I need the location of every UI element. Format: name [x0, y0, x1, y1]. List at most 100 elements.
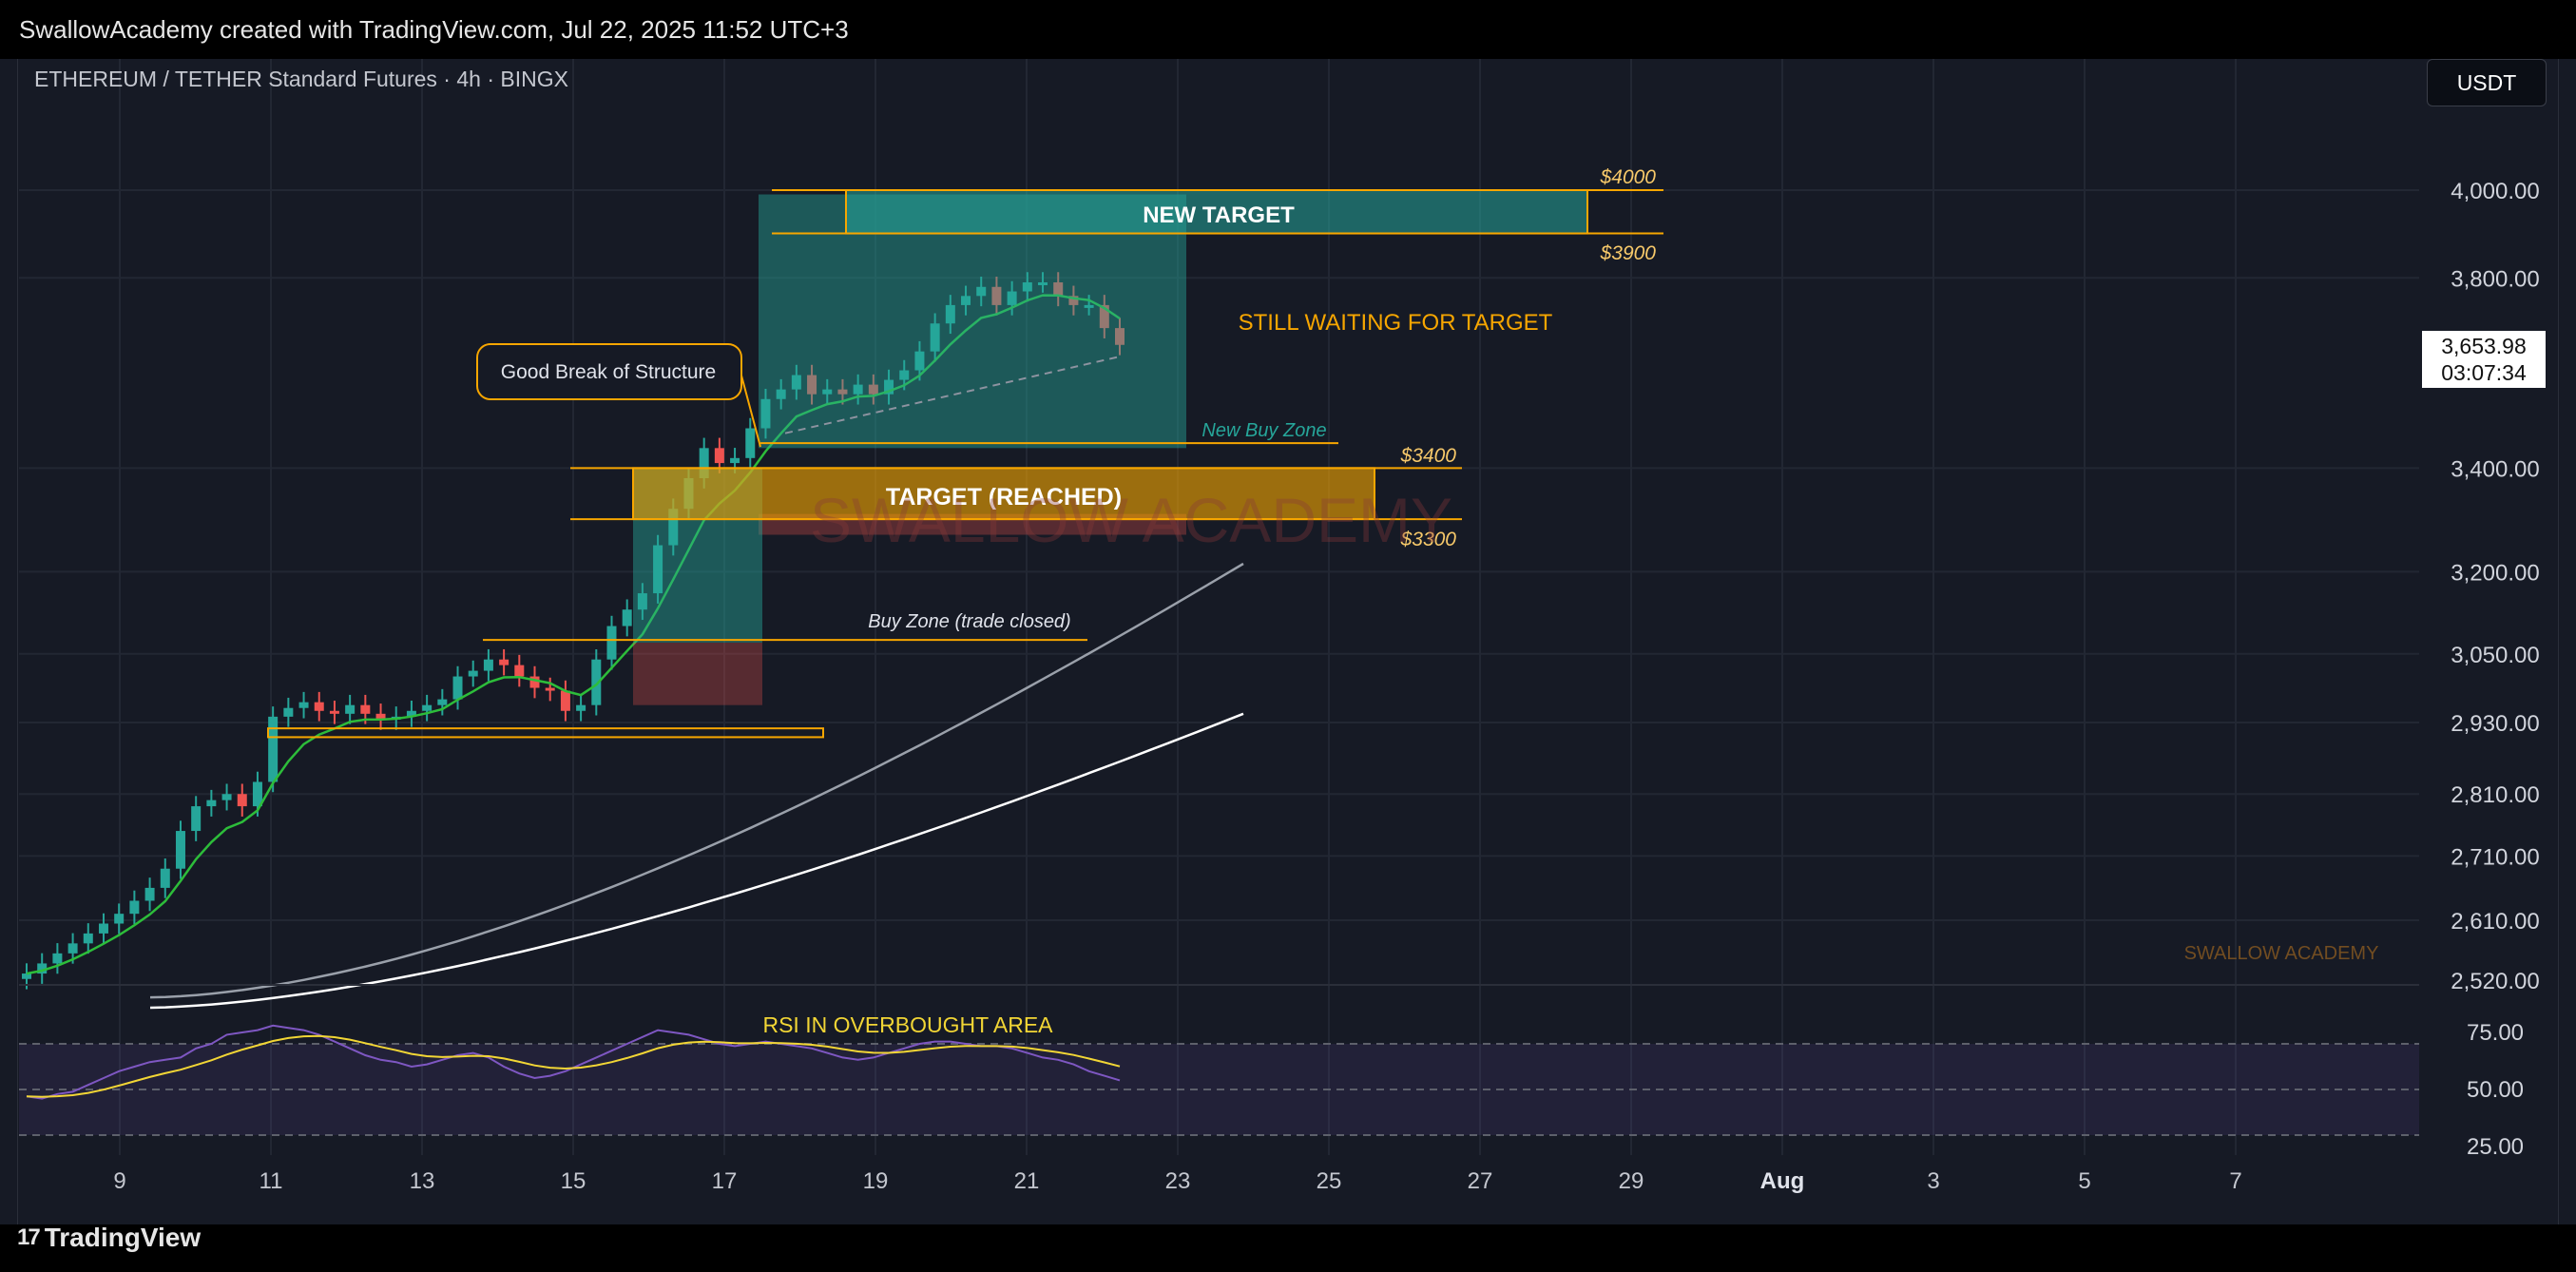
x-tick-label: 5: [2078, 1168, 2090, 1194]
candle: [129, 900, 140, 915]
watermark-small: SWALLOW ACADEMY: [2184, 943, 2379, 964]
candle: [483, 659, 493, 671]
candle: [252, 781, 262, 807]
buy-zone-stop: [633, 643, 762, 705]
new-buy-zone-label: New Buy Zone: [1201, 420, 1326, 441]
ma-white-line: [149, 712, 1244, 1010]
y-tick-label: 3,050.00: [2451, 643, 2539, 668]
last-price-badge: 3,653.98 03:07:34: [2422, 331, 2546, 388]
watermark: SWALLOW ACADEMY: [810, 485, 1452, 555]
candle: [237, 794, 247, 807]
x-tick-label: 13: [410, 1168, 435, 1194]
tradingview-logo[interactable]: 17 TradingView: [17, 1223, 201, 1253]
candle: [560, 690, 570, 711]
candle: [175, 831, 185, 869]
rsi-ma-line: [26, 1034, 1121, 1098]
candle: [884, 379, 894, 395]
candle: [606, 626, 617, 660]
candle: [730, 457, 740, 464]
x-tick-label: 27: [1468, 1168, 1493, 1194]
support-box: [267, 727, 824, 739]
candle: [976, 286, 987, 297]
candle: [329, 710, 339, 714]
candle: [468, 670, 478, 677]
candle: [637, 593, 647, 610]
currency-button[interactable]: USDT: [2427, 59, 2547, 106]
x-tick-label: 21: [1014, 1168, 1040, 1194]
ma-grey-line: [149, 562, 1244, 999]
x-tick-label: 23: [1165, 1168, 1191, 1194]
rsi-tick-label: 50.00: [2467, 1077, 2524, 1103]
x-tick-label: 29: [1619, 1168, 1644, 1194]
y-tick-label: 2,810.00: [2451, 782, 2539, 808]
candle: [1068, 296, 1079, 305]
x-tick-label: 15: [561, 1168, 586, 1194]
candle: [807, 375, 817, 395]
bar-countdown: 03:07:34: [2441, 360, 2527, 385]
last-price: 3,653.98: [2441, 334, 2527, 358]
level-3300-label: $3300: [1400, 529, 1457, 550]
candle: [1115, 328, 1125, 345]
footer-bar: [0, 1224, 2576, 1272]
rsi-note-label: RSI IN OVERBOUGHT AREA: [762, 1012, 1053, 1037]
candle: [745, 428, 756, 458]
candle: [206, 800, 217, 807]
candle: [283, 707, 294, 717]
candle: [1007, 291, 1017, 305]
candle: [653, 545, 663, 594]
candle: [144, 887, 155, 901]
trend-dashed-line: [784, 355, 1123, 434]
candle: [930, 323, 940, 352]
ema-green-line: [26, 294, 1121, 975]
candle: [899, 370, 910, 380]
x-tick-label: 11: [260, 1168, 283, 1194]
candle: [1084, 304, 1094, 308]
y-tick-label: 3,800.00: [2451, 266, 2539, 292]
x-tick-label: 17: [712, 1168, 738, 1194]
candle: [714, 448, 724, 464]
candle: [375, 713, 386, 720]
candle: [991, 286, 1002, 305]
y-tick-label: 3,400.00: [2451, 456, 2539, 482]
candle: [360, 704, 371, 714]
rsi-tick-label: 25.00: [2467, 1134, 2524, 1160]
candle: [83, 933, 93, 944]
candle: [114, 914, 125, 924]
x-tick-label: 7: [2229, 1168, 2241, 1194]
rsi-tick-label: 75.00: [2467, 1020, 2524, 1046]
y-tick-label: 3,200.00: [2451, 560, 2539, 586]
y-tick-label: 2,520.00: [2451, 969, 2539, 994]
new-target-label: NEW TARGET: [1143, 202, 1295, 228]
candle: [98, 923, 108, 934]
candle: [160, 868, 170, 888]
candle: [1053, 282, 1064, 297]
x-tick-label: 9: [113, 1168, 125, 1194]
candle: [576, 704, 586, 711]
candle: [514, 665, 525, 677]
candle: [545, 687, 555, 691]
candle: [52, 953, 63, 964]
candle: [529, 676, 540, 688]
candle: [422, 704, 433, 711]
candle: [268, 716, 279, 782]
candle: [791, 375, 801, 390]
candle: [452, 676, 463, 700]
candle: [837, 389, 848, 395]
candle: [191, 806, 202, 832]
level-4000-label: $4000: [1600, 166, 1657, 188]
candle: [37, 963, 48, 974]
candle: [668, 509, 679, 546]
chart-panel[interactable]: [17, 59, 2559, 1224]
tradingview-mark-icon: 17: [17, 1224, 41, 1250]
attribution-bar: SwallowAcademy created with TradingView.…: [0, 0, 2576, 59]
candle: [314, 702, 324, 711]
candle: [437, 699, 448, 705]
bos-callout-box: [476, 343, 742, 400]
candle: [406, 710, 416, 717]
candle: [822, 389, 833, 395]
candle: [591, 659, 602, 705]
y-tick-label: 4,000.00: [2451, 179, 2539, 204]
bos-label: Good Break of Structure: [501, 361, 716, 383]
candle: [298, 702, 309, 708]
